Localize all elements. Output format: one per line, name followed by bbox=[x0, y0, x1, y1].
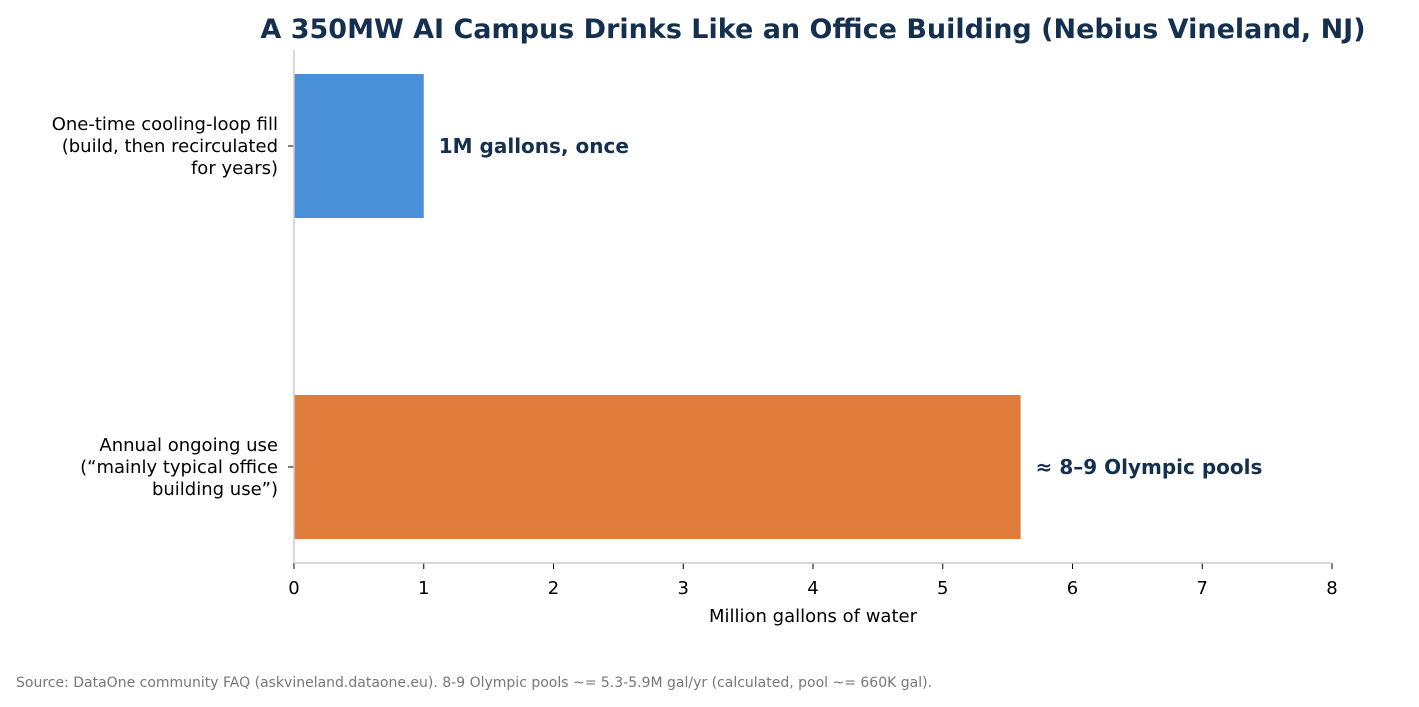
y-tick-label-line: One-time cooling-loop fill bbox=[52, 114, 278, 135]
y-tick-label-line: Annual ongoing use bbox=[99, 435, 278, 456]
y-axis-ticks: One-time cooling-loop fill (build, then r… bbox=[52, 114, 294, 500]
bar-1 bbox=[294, 395, 1021, 539]
bars-group bbox=[294, 74, 1021, 539]
chart-title: A 350MW AI Campus Drinks Like an Office … bbox=[260, 14, 1365, 45]
x-tick-label-3: 3 bbox=[678, 578, 689, 599]
x-tick-label-6: 6 bbox=[1067, 578, 1078, 599]
y-tick-label-1: Annual ongoing use (“mainly typical offic… bbox=[80, 435, 278, 500]
y-tick-label-line: (build, then recirculated bbox=[62, 136, 278, 157]
y-tick-label-line: building use”) bbox=[152, 479, 278, 500]
bar-0 bbox=[294, 74, 424, 218]
source-note: Source: DataOne community FAQ (askvinela… bbox=[16, 675, 933, 691]
x-axis-ticks: 0 1 2 3 4 5 6 7 8 bbox=[288, 563, 1338, 599]
x-tick-label-0: 0 bbox=[288, 578, 299, 599]
x-tick-label-7: 7 bbox=[1197, 578, 1208, 599]
y-tick-label-0: One-time cooling-loop fill (build, then r… bbox=[52, 114, 278, 179]
y-tick-label-line: for years) bbox=[191, 158, 278, 179]
annotations-group: 1M gallons, once ≈ 8–9 Olympic pools bbox=[439, 134, 1263, 479]
bar-annotation-0: 1M gallons, once bbox=[439, 134, 629, 158]
y-tick-label-line: (“mainly typical office bbox=[80, 457, 278, 478]
x-tick-label-5: 5 bbox=[937, 578, 948, 599]
x-tick-label-4: 4 bbox=[807, 578, 818, 599]
x-tick-label-2: 2 bbox=[548, 578, 559, 599]
x-tick-label-1: 1 bbox=[418, 578, 429, 599]
x-axis-label: Million gallons of water bbox=[709, 606, 918, 627]
x-tick-label-8: 8 bbox=[1326, 578, 1337, 599]
bar-annotation-1: ≈ 8–9 Olympic pools bbox=[1036, 455, 1263, 479]
